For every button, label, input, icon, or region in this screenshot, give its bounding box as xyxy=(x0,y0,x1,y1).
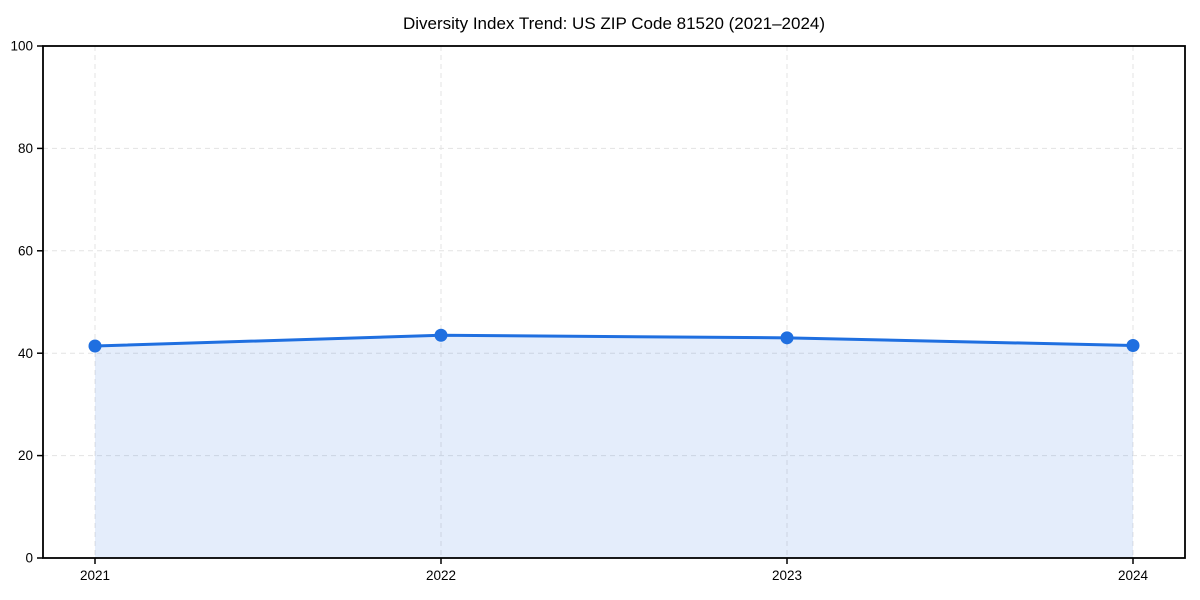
plot-border xyxy=(42,45,1186,559)
x-tick-label: 2022 xyxy=(426,568,456,583)
data-point-2022 xyxy=(434,328,448,342)
chart-title: Diversity Index Trend: US ZIP Code 81520… xyxy=(403,14,825,33)
y-tick-label: 100 xyxy=(10,39,33,54)
y-tick-label: 0 xyxy=(25,551,33,566)
data-point-2023 xyxy=(780,331,794,345)
x-tick-label: 2023 xyxy=(772,568,802,583)
data-point-2024 xyxy=(1126,339,1140,353)
y-tick-label: 40 xyxy=(18,346,33,361)
trend-line xyxy=(93,333,1135,348)
x-tick-label: 2024 xyxy=(1118,568,1149,583)
y-tick-label: 80 xyxy=(18,141,33,156)
x-tick-label: 2021 xyxy=(80,568,110,583)
axes-layer: 0 20 40 60 80 100 2021 2022 2023 2024 xyxy=(10,39,1186,583)
y-tick-label: 20 xyxy=(18,448,33,463)
data-point-2021 xyxy=(88,339,102,353)
area-fill xyxy=(95,335,1133,558)
grid-layer xyxy=(43,46,1185,558)
series-layer xyxy=(88,328,1140,558)
y-tick-label: 60 xyxy=(18,243,33,258)
